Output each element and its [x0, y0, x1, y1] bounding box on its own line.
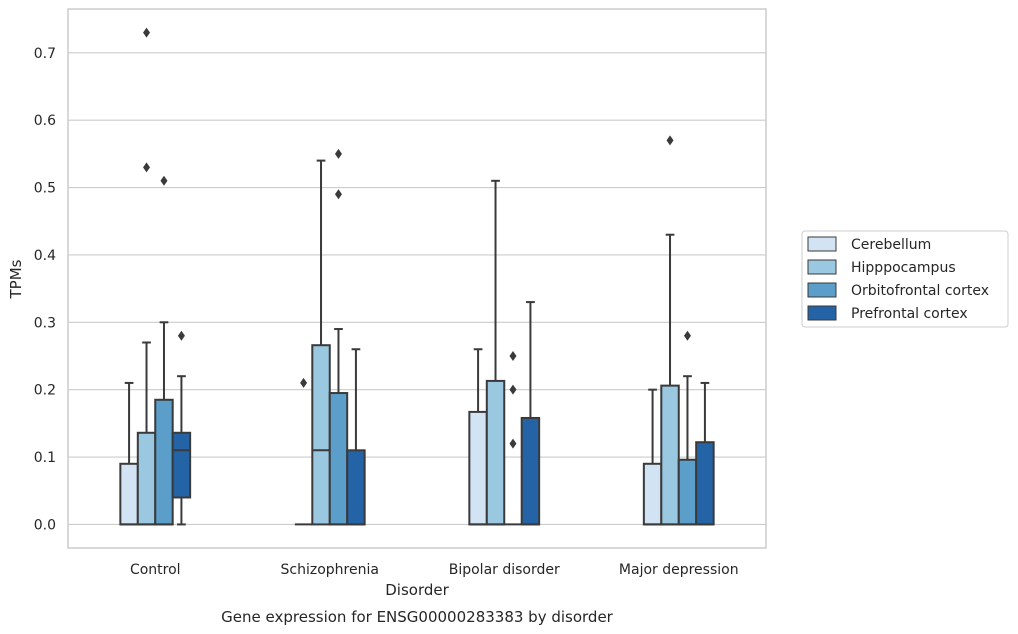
- legend-swatch: [807, 282, 837, 298]
- box-body: [346, 449, 366, 526]
- box-orbitofrontal-cortex: [328, 148, 349, 526]
- box-body: [328, 392, 349, 526]
- box-hipppocampus: [311, 159, 331, 526]
- chart-title: Gene expression for ENSG00000283383 by d…: [221, 608, 614, 626]
- y-axis-label: TPMs: [7, 259, 25, 299]
- y-tick-label: 0.7: [34, 46, 56, 62]
- box-cerebellum: [294, 377, 313, 526]
- y-tick-label: 0.5: [34, 181, 56, 197]
- box-body: [136, 431, 157, 526]
- x-tick-labels: Control Schizophrenia Bipolar disorder Majo…: [130, 562, 739, 578]
- legend-entry: Hipppocampus: [851, 260, 956, 276]
- box-orbitofrontal-cortex: [154, 175, 174, 526]
- x-tick-label: Major depression: [619, 562, 739, 578]
- box-prefrontal-cortex: [171, 330, 192, 526]
- outlier-point: [300, 377, 308, 388]
- x-tick-label: Control: [130, 562, 181, 578]
- box-body: [642, 462, 663, 526]
- outlier-point: [143, 27, 151, 38]
- legend-swatch: [807, 236, 837, 252]
- box-body: [485, 379, 506, 526]
- outlier-point: [509, 350, 517, 361]
- y-tick-label: 0.6: [34, 113, 56, 129]
- box-prefrontal-cortex: [520, 301, 541, 526]
- box-body: [520, 416, 541, 526]
- boxes: [119, 27, 715, 526]
- box-cerebellum: [119, 381, 139, 526]
- legend-entry: Cerebellum: [851, 237, 931, 253]
- outlier-point: [509, 384, 517, 395]
- y-tick-label: 0.0: [34, 517, 56, 533]
- box-body: [311, 344, 331, 526]
- outlier-point: [334, 148, 342, 159]
- y-tick-labels: 0.0 0.1 0.2 0.3 0.4 0.5 0.6 0.7: [34, 46, 56, 534]
- outlier-point: [666, 135, 674, 146]
- box-cerebellum: [468, 348, 488, 526]
- outlier-point: [143, 162, 151, 173]
- y-tick-label: 0.4: [34, 248, 56, 264]
- plot-frame: [67, 8, 767, 549]
- x-tick-label: Bipolar disorder: [449, 562, 560, 578]
- outlier-point: [683, 330, 691, 341]
- box-orbitofrontal-cortex: [504, 350, 522, 526]
- y-tick-label: 0.3: [34, 315, 56, 331]
- legend-entry: Prefrontal cortex: [851, 306, 968, 322]
- outlier-point: [509, 438, 517, 449]
- box-hipppocampus: [485, 179, 506, 526]
- y-tick-label: 0.2: [34, 383, 56, 399]
- box-prefrontal-cortex: [695, 381, 715, 526]
- box-orbitofrontal-cortex: [677, 330, 698, 526]
- outlier-point: [177, 330, 185, 341]
- legend-entry: Orbitofrontal cortex: [851, 283, 989, 299]
- box-prefrontal-cortex: [346, 348, 366, 526]
- outlier-point: [334, 189, 342, 200]
- box-body: [154, 398, 174, 526]
- legend-swatch: [807, 305, 837, 321]
- box-cerebellum: [642, 388, 663, 526]
- box-body: [468, 410, 488, 526]
- box-body: [171, 431, 192, 499]
- x-axis-label: Disorder: [385, 581, 449, 599]
- legend-frame: [801, 230, 1009, 328]
- box-hipppocampus: [136, 27, 157, 526]
- x-tick-label: Schizophrenia: [281, 562, 379, 578]
- legend: Cerebellum Hipppocampus Orbitofrontal cort…: [801, 230, 1009, 328]
- legend-swatch: [807, 259, 837, 275]
- box-body: [695, 441, 715, 526]
- y-tick-label: 0.1: [34, 450, 56, 466]
- box-hipppocampus: [660, 135, 680, 526]
- outlier-point: [160, 175, 168, 186]
- box-body: [119, 462, 139, 526]
- box-body: [660, 384, 680, 526]
- box-body: [677, 458, 698, 526]
